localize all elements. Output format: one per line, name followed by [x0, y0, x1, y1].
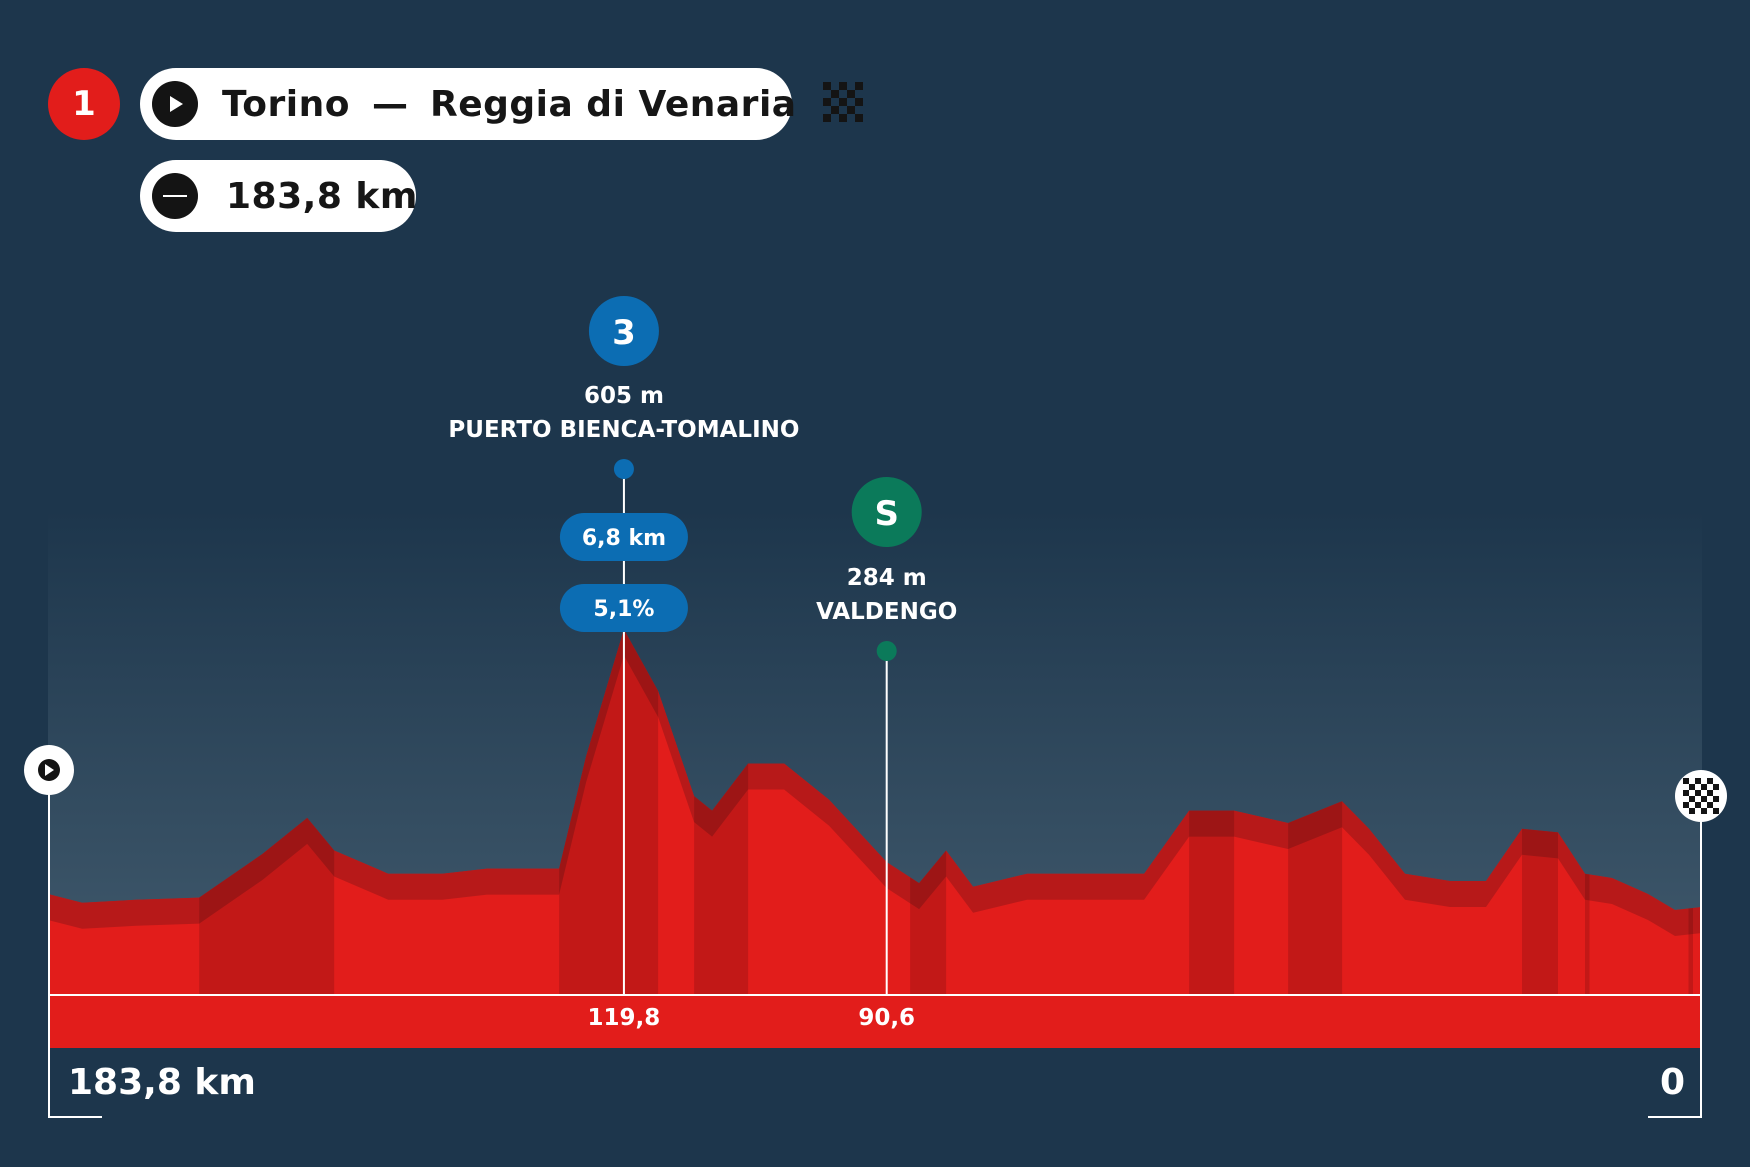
finish-checkered-flag-icon[interactable]	[1675, 770, 1727, 822]
checkered-flag-icon	[819, 78, 867, 130]
sprint-label: S	[874, 494, 899, 534]
climb-length-pill	[559, 513, 688, 561]
distance-pill: 183,8 km	[140, 160, 418, 232]
sprint-km-label: 90,6	[858, 1005, 915, 1031]
climb-summit-dot	[613, 459, 634, 479]
climb-gradient: 5,1%	[593, 597, 654, 622]
sprint-dot	[876, 641, 897, 661]
stage-number-badge: 1	[48, 68, 120, 140]
route-start: Torino	[222, 83, 350, 125]
climb-gradient-pill	[559, 584, 688, 632]
sprint-marker[interactable]: S 284 m VALDENGO 90,6	[816, 477, 957, 1031]
climb-length: 6,8 km	[582, 526, 666, 551]
minus-icon	[152, 173, 198, 219]
climb-name: PUERTO BIENCA-TOMALINO	[448, 417, 799, 443]
climb-km-label: 119,8	[588, 1005, 661, 1031]
climb-marker[interactable]: 3 605 m PUERTO BIENCA-TOMALINO 6,8 km 5,…	[448, 296, 799, 1031]
start-km-label: 183,8 km	[68, 1062, 256, 1103]
climb-altitude: 605 m	[584, 383, 664, 409]
sprint-name: VALDENGO	[816, 599, 957, 625]
sprint-altitude: 284 m	[847, 565, 927, 591]
play-icon	[152, 81, 198, 127]
climb-category-badge	[588, 296, 659, 366]
stage-distance: 183,8 km	[226, 175, 418, 217]
route-separator: —	[371, 83, 408, 125]
base-strip	[48, 996, 1702, 1048]
finish-km-label: 0	[1660, 1062, 1686, 1103]
sprint-badge	[851, 477, 922, 547]
climb-category: 3	[612, 313, 636, 353]
route-finish: Reggia di Venaria	[429, 83, 797, 125]
elevation-ridge	[48, 629, 1702, 936]
route-pill: Torino — Reggia di Venaria	[140, 68, 863, 140]
elevation-area	[48, 629, 1702, 995]
start-play-icon[interactable]	[24, 745, 74, 795]
